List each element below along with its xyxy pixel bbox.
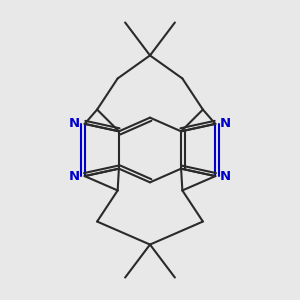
Text: N: N — [69, 169, 80, 183]
Text: N: N — [69, 117, 80, 130]
Text: N: N — [220, 169, 231, 183]
Text: N: N — [220, 117, 231, 130]
